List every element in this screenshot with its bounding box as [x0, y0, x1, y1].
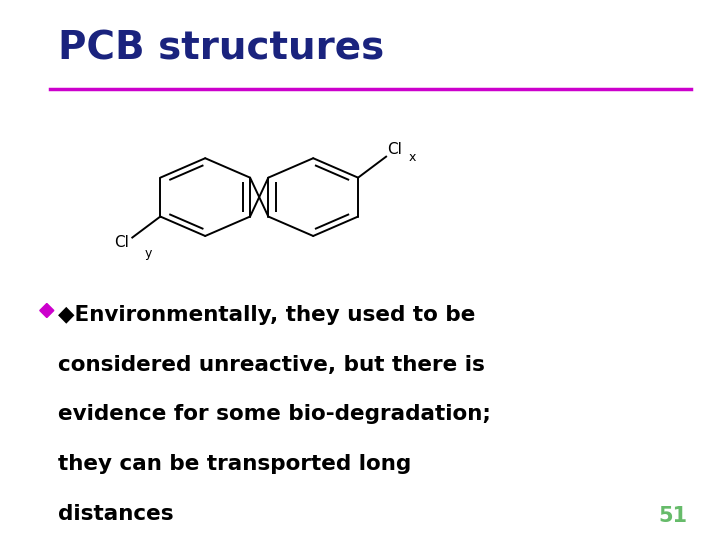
Text: Cl: Cl	[114, 235, 129, 251]
Text: considered unreactive, but there is: considered unreactive, but there is	[58, 355, 485, 375]
Text: x: x	[409, 151, 416, 164]
Polygon shape	[40, 303, 54, 318]
Text: 51: 51	[659, 507, 688, 526]
Text: ◆Environmentally, they used to be: ◆Environmentally, they used to be	[58, 305, 475, 325]
Text: PCB structures: PCB structures	[58, 30, 384, 68]
Text: y: y	[145, 247, 152, 260]
Text: they can be transported long: they can be transported long	[58, 454, 411, 474]
Text: evidence for some bio-degradation;: evidence for some bio-degradation;	[58, 404, 490, 424]
Text: Cl: Cl	[387, 141, 402, 157]
Text: distances: distances	[58, 504, 174, 524]
